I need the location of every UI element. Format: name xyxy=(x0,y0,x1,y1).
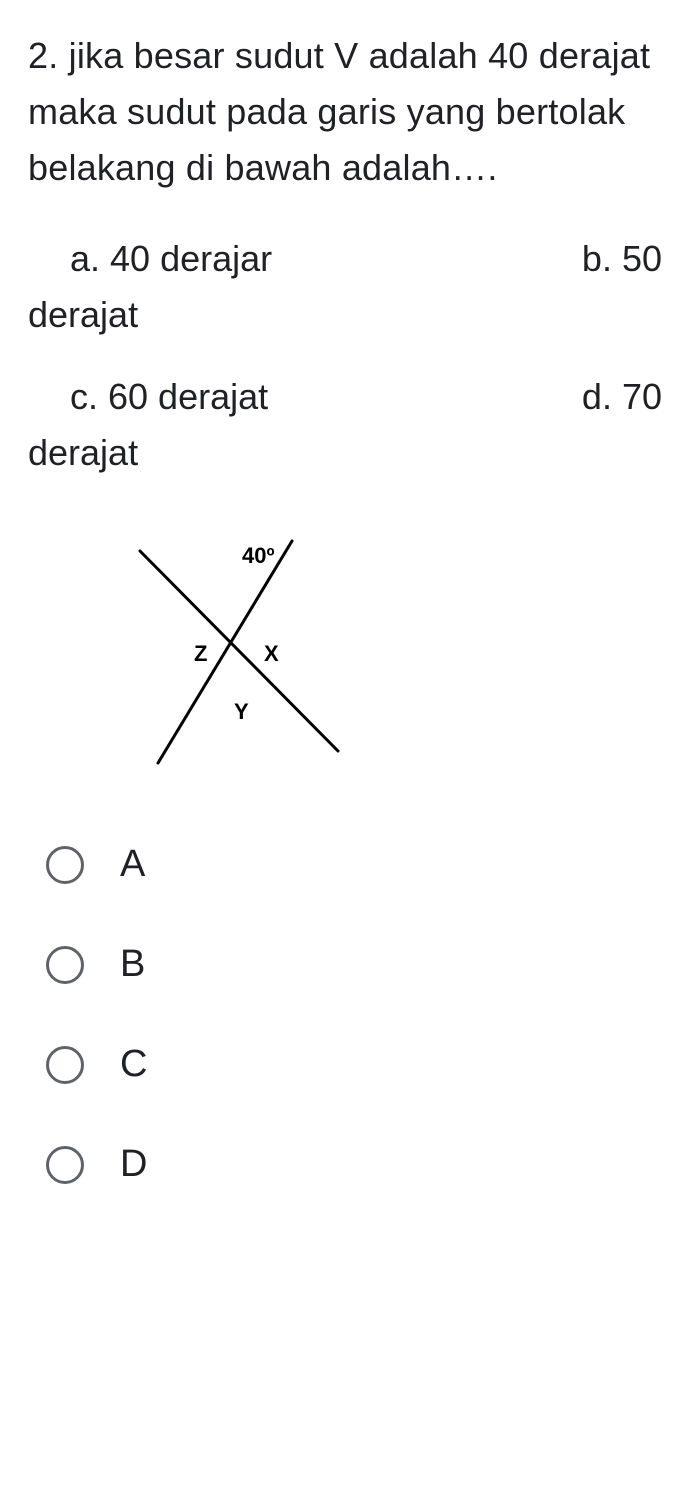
option-row-2: c. 60 derajat d. 70 derajat xyxy=(28,369,680,481)
question-text: 2. jika besar sudut V adalah 40 derajat … xyxy=(28,28,680,195)
answer-radio-group: A B C D xyxy=(28,815,680,1215)
x-diagram-svg: 40º Z X Y xyxy=(106,533,366,773)
radio-circle-icon xyxy=(46,1046,84,1084)
angle-diagram: 40º Z X Y xyxy=(106,533,680,773)
option-d: d. 70 xyxy=(582,369,680,425)
radio-option-c[interactable]: C xyxy=(46,1015,680,1115)
radio-circle-icon xyxy=(46,946,84,984)
svg-text:X: X xyxy=(264,641,279,666)
radio-circle-icon xyxy=(46,1146,84,1184)
svg-text:Z: Z xyxy=(194,641,207,666)
radio-label: D xyxy=(120,1143,147,1186)
radio-label: C xyxy=(120,1043,147,1086)
radio-option-a[interactable]: A xyxy=(46,815,680,915)
radio-circle-icon xyxy=(46,846,84,884)
svg-text:Y: Y xyxy=(234,699,249,724)
option-a: a. 40 derajar xyxy=(28,231,582,287)
option-d-wrap: derajat xyxy=(28,425,680,481)
option-row-1: a. 40 derajar b. 50 derajat xyxy=(28,231,680,343)
svg-text:40º: 40º xyxy=(242,543,275,568)
radio-option-d[interactable]: D xyxy=(46,1115,680,1215)
radio-label: A xyxy=(120,843,145,886)
radio-label: B xyxy=(120,943,145,986)
option-c: c. 60 derajat xyxy=(28,369,582,425)
radio-option-b[interactable]: B xyxy=(46,915,680,1015)
option-b: b. 50 xyxy=(582,231,680,287)
option-b-wrap: derajat xyxy=(28,287,680,343)
